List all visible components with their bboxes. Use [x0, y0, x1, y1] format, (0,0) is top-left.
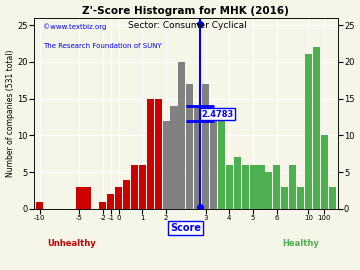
X-axis label: Score: Score: [170, 222, 201, 232]
Bar: [155, 99, 162, 209]
Bar: [218, 113, 225, 209]
Bar: [321, 136, 328, 209]
Bar: [242, 165, 249, 209]
Bar: [186, 84, 193, 209]
Bar: [329, 187, 336, 209]
Bar: [36, 202, 43, 209]
Y-axis label: Number of companies (531 total): Number of companies (531 total): [5, 50, 14, 177]
Bar: [163, 121, 170, 209]
Bar: [107, 194, 114, 209]
Bar: [84, 187, 91, 209]
Bar: [123, 180, 130, 209]
Text: 2.4783: 2.4783: [202, 110, 234, 119]
Bar: [265, 172, 273, 209]
Bar: [234, 157, 241, 209]
Bar: [249, 165, 257, 209]
Bar: [76, 187, 83, 209]
Bar: [147, 99, 154, 209]
Bar: [202, 84, 209, 209]
Text: ©www.textbiz.org: ©www.textbiz.org: [43, 23, 107, 30]
Bar: [305, 55, 312, 209]
Bar: [115, 187, 122, 209]
Bar: [297, 187, 304, 209]
Bar: [313, 47, 320, 209]
Text: The Research Foundation of SUNY: The Research Foundation of SUNY: [43, 43, 162, 49]
Text: Unhealthy: Unhealthy: [47, 239, 96, 248]
Bar: [139, 165, 146, 209]
Bar: [273, 165, 280, 209]
Text: Sector: Consumer Cyclical: Sector: Consumer Cyclical: [128, 21, 247, 30]
Title: Z'-Score Histogram for MHK (2016): Z'-Score Histogram for MHK (2016): [82, 6, 289, 16]
Bar: [171, 106, 177, 209]
Bar: [194, 106, 201, 209]
Bar: [99, 202, 107, 209]
Bar: [210, 113, 217, 209]
Text: Healthy: Healthy: [282, 239, 319, 248]
Bar: [226, 165, 233, 209]
Bar: [289, 165, 296, 209]
Bar: [281, 187, 288, 209]
Bar: [178, 62, 185, 209]
Bar: [257, 165, 265, 209]
Bar: [131, 165, 138, 209]
